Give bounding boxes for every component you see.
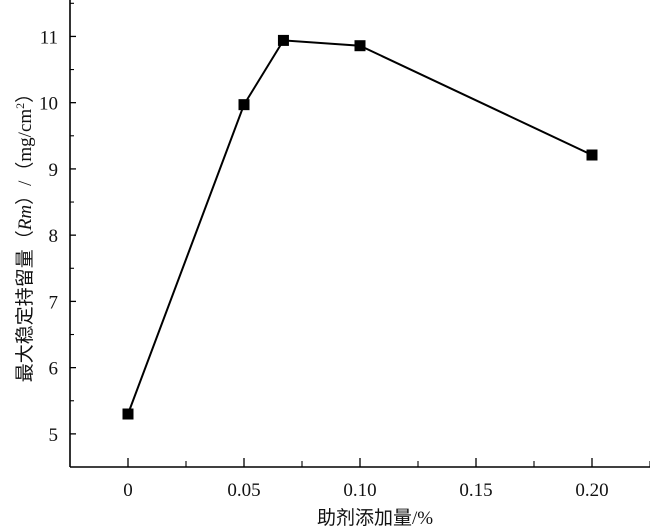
data-point-marker [122,408,134,420]
series-marks [122,34,598,420]
y-tick-label: 8 [49,226,59,247]
y-tick-label: 6 [49,359,59,380]
y-axis-title-symbol: Rm [15,205,36,231]
x-tick-label: 0.15 [459,480,492,501]
y-tick-label: 11 [40,27,58,48]
y-tick-label: 5 [49,425,59,446]
y-axis-title-unit: ）/（mg/cm [14,109,36,205]
data-point-marker [586,149,598,161]
y-axis-title-part: 最大稳定持留量（ [14,230,36,382]
y-tick-label: 10 [39,94,58,115]
y-tick-label: 9 [49,160,59,181]
data-point-marker [238,99,250,111]
y-tick-label: 7 [49,292,59,313]
y-axis-title: 最大稳定持留量（Rm）/（mg/cm2） [13,84,36,382]
x-tick-label: 0 [123,480,133,501]
data-point-marker [277,34,289,46]
x-tick-label: 0.05 [227,480,260,501]
data-point-marker [354,40,366,52]
y-axis-title-superscript: 2 [13,103,27,109]
x-tick-label: 0.10 [343,480,376,501]
series-line [127,39,593,415]
axes: 5 6 7 8 9 10 11 0 0.05 0.10 0.15 0.20 [39,0,650,501]
x-axis-title: 助剂添加量/% [317,507,433,529]
x-tick-label: 0.20 [575,480,608,501]
y-axis-title-close: ） [14,84,36,103]
